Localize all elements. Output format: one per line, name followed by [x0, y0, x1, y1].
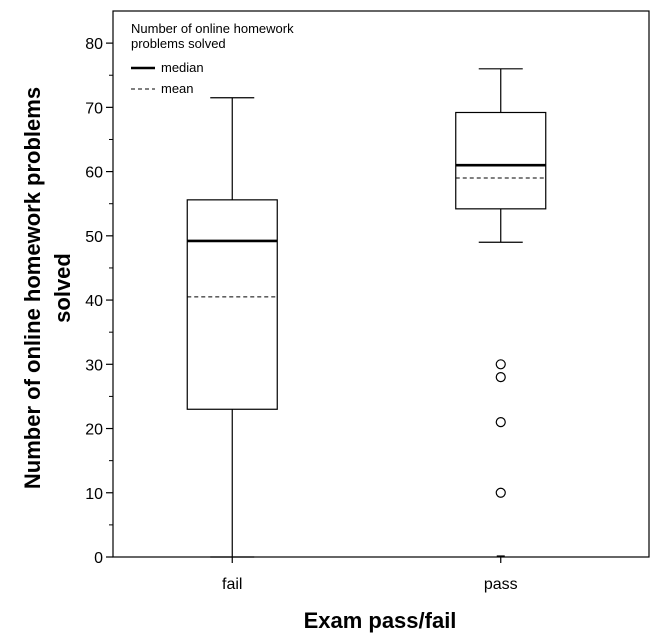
- y-tick-label: 70: [85, 100, 103, 117]
- y-tick-label: 80: [85, 36, 103, 53]
- y-axis-title-line1: Number of online homework problems: [20, 87, 45, 489]
- y-tick-label: 10: [85, 486, 103, 503]
- y-axis-title-line2: solved: [50, 253, 75, 323]
- legend-mean-label: mean: [161, 81, 194, 96]
- x-tick-label-pass: pass: [484, 576, 518, 593]
- y-tick-label: 60: [85, 165, 103, 182]
- y-tick-label: 40: [85, 293, 103, 310]
- y-tick-label: 0: [94, 550, 103, 567]
- legend-median-label: median: [161, 60, 204, 75]
- y-tick-label: 50: [85, 229, 103, 246]
- box-pass: [455, 68, 547, 557]
- outlier-point: [495, 487, 506, 498]
- outlier-point: [495, 372, 506, 383]
- outlier-point: [495, 359, 506, 370]
- x-axis-title: Exam pass/fail: [304, 608, 457, 633]
- y-tick-label: 30: [85, 357, 103, 374]
- legend-title-line1: Number of online homework: [131, 21, 294, 36]
- y-tick-label: 20: [85, 422, 103, 439]
- plot-frame: [112, 10, 650, 558]
- iqr-box: [455, 111, 547, 210]
- iqr-box: [186, 199, 278, 410]
- legend-title-line2: problems solved: [131, 36, 226, 51]
- x-tick-label-fail: fail: [222, 576, 242, 593]
- box-fail: [186, 97, 278, 558]
- outlier-point: [495, 417, 506, 428]
